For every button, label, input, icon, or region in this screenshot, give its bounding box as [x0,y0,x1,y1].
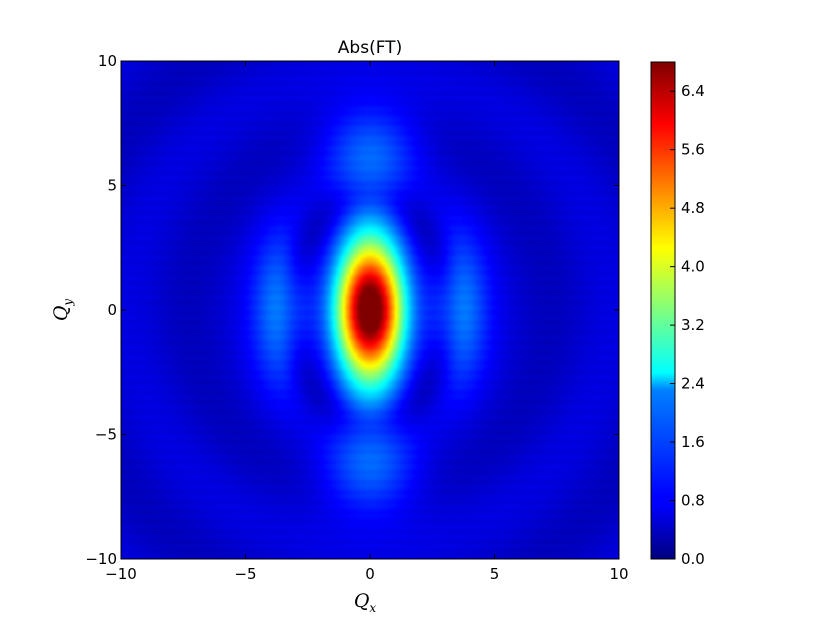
colorbar-tick-label: 0.0 [681,550,705,568]
y-tick-label: −5 [95,426,117,444]
colorbar-tick-label: 1.6 [681,433,705,451]
colorbar-tick-label: 4.0 [681,258,705,276]
y-tick-label: 0 [107,301,117,319]
y-axis-ticks: −10 −5 0 5 10 [85,52,619,568]
colorbar-tick-label: 5.6 [681,141,705,159]
heatmap-image [121,61,619,559]
x-tick-label: 5 [490,565,500,583]
colorbar-ticks: 0.0 0.8 1.6 2.4 3.2 4.0 4.8 5.6 6.4 [670,82,705,568]
y-tick-label: −10 [85,550,117,568]
x-axis-ticks: −10 −5 0 5 10 [105,61,629,583]
y-tick-label: 5 [107,177,117,195]
colorbar-tick-label: 3.2 [681,316,705,334]
x-tick-label: 0 [365,565,375,583]
colorbar-gradient [650,61,676,560]
colorbar-tick-label: 6.4 [681,82,705,100]
x-tick-label: 10 [609,565,628,583]
y-tick-label: 10 [98,52,117,70]
y-axis-label: Qy [50,299,75,322]
colorbar: 0.0 0.8 1.6 2.4 3.2 4.0 4.8 5.6 6.4 [650,61,705,568]
colorbar-tick-label: 0.8 [681,492,705,510]
colorbar-tick-label: 4.8 [681,199,705,217]
x-tick-label: −5 [234,565,256,583]
chart-title: Abs(FT) [338,38,402,58]
x-axis-label: Qx [354,590,377,615]
colorbar-tick-label: 2.4 [681,375,705,393]
x-tick-label: −10 [105,565,137,583]
